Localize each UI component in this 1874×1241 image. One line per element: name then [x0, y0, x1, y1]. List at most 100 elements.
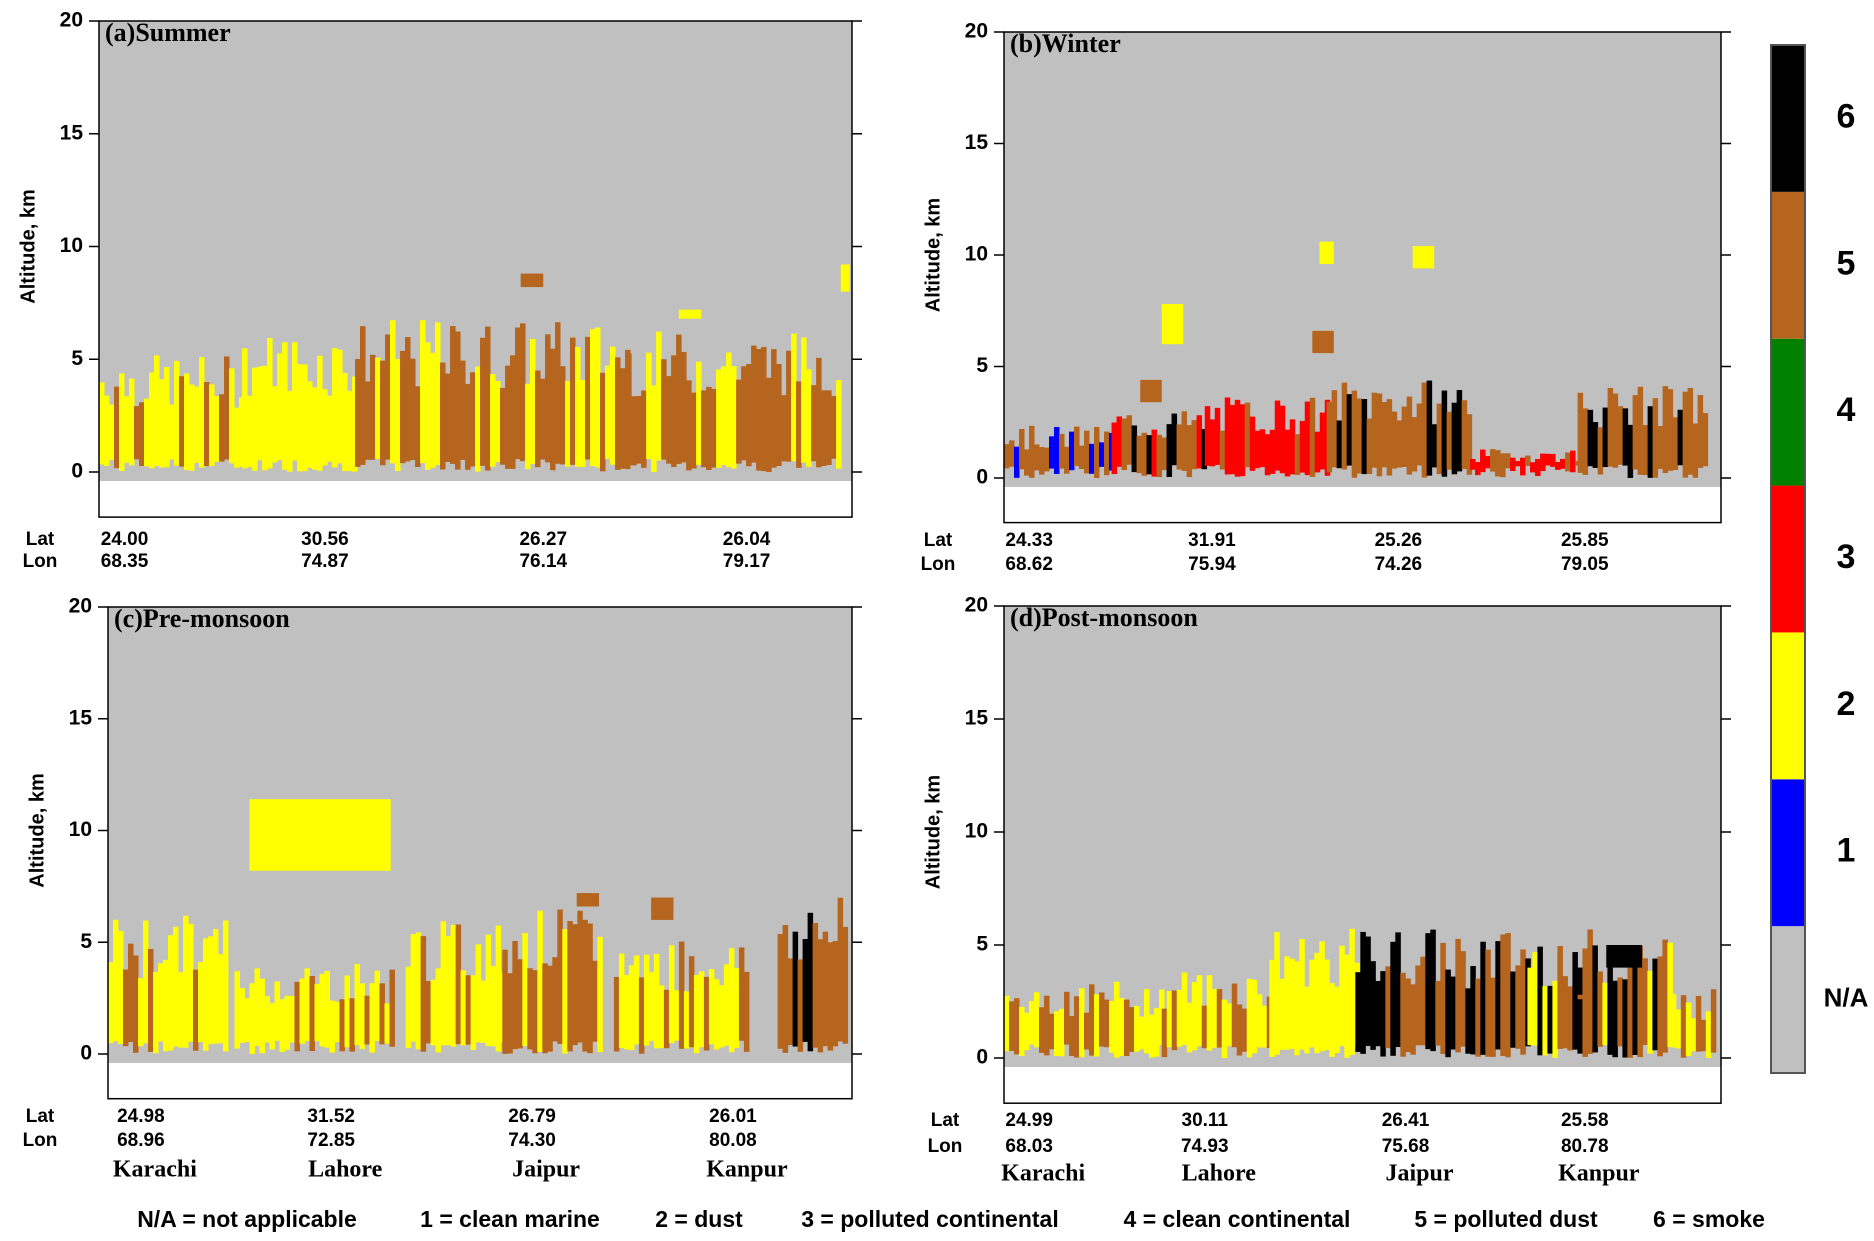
aerosol-patch: [1647, 970, 1653, 1054]
aerosol-patch: [1607, 954, 1613, 1055]
aerosol-patch: [651, 897, 674, 920]
aerosol-patch: [1029, 425, 1035, 478]
aerosol-patch: [485, 326, 491, 471]
aerosol-patch: [1565, 452, 1571, 472]
aerosol-patch: [1341, 382, 1348, 470]
aerosol-patch: [1059, 433, 1065, 469]
aerosol-patch: [836, 380, 842, 469]
panel-title: (a)Summer: [105, 18, 231, 47]
aerosol-patch: [688, 956, 695, 1048]
aerosol-patch: [1166, 424, 1173, 477]
aerosol-patch: [153, 972, 159, 1054]
aerosol-patch: [1239, 404, 1246, 477]
aerosol-patch: [797, 959, 804, 1052]
aerosol-patch: [1617, 977, 1623, 1047]
aerosol-patch: [1079, 445, 1085, 469]
y-tick-label: 10: [69, 818, 92, 841]
aerosol-patch: [475, 944, 482, 1043]
aerosol-patch: [198, 961, 204, 1043]
aerosol-patch: [1555, 462, 1561, 470]
aerosol-patch: [1667, 942, 1673, 1048]
aerosol-patch: [1542, 986, 1548, 1056]
aerosol-patch: [1299, 939, 1305, 1050]
aerosol-patch: [1682, 391, 1689, 478]
aerosol-patch: [595, 327, 601, 468]
aerosol-patch: [1495, 941, 1501, 1050]
legend-item: 3 = polluted continental: [801, 1206, 1059, 1232]
aerosol-patch: [1485, 456, 1491, 469]
aerosol-patch: [532, 970, 538, 1054]
aerosol-patch: [1386, 399, 1393, 476]
aerosol-patch: [495, 380, 501, 463]
aerosol-patch: [143, 920, 149, 1044]
aerosol-patch: [332, 348, 338, 468]
aerosol-patch: [1069, 431, 1075, 471]
aerosol-patch: [527, 968, 533, 1050]
aerosol-patch: [658, 985, 665, 1049]
aerosol-patch: [1221, 999, 1228, 1058]
aerosol-patch: [445, 935, 452, 1046]
aerosol-patch: [535, 370, 541, 468]
aerosol-patch: [1520, 457, 1526, 476]
aerosol-patch: [154, 355, 160, 466]
aerosol-patch: [686, 380, 692, 471]
lon-value: 68.35: [101, 551, 149, 572]
y-axis-label: Altitude, km: [26, 773, 48, 887]
aerosol-patch: [1657, 426, 1664, 470]
aerosol-patch: [520, 323, 526, 462]
aerosol-patch: [1657, 956, 1663, 1057]
aerosol-patch: [1144, 989, 1150, 1054]
lon-value: 79.05: [1561, 554, 1609, 575]
aerosol-patch: [661, 359, 667, 460]
aerosol-patch: [1319, 412, 1326, 470]
aerosol-patch: [1104, 431, 1110, 476]
aerosol-patch: [264, 996, 270, 1043]
aerosol-patch: [633, 955, 640, 1045]
lon-value: 75.68: [1382, 1136, 1430, 1157]
aerosol-patch: [410, 934, 417, 1042]
aerosol-patch: [1064, 446, 1070, 474]
aerosol-patch: [1702, 413, 1709, 467]
aerosol-patch: [352, 376, 358, 472]
aerosol-patch: [1675, 1009, 1682, 1049]
lat-value: 26.79: [508, 1106, 556, 1127]
aerosol-patch: [1284, 429, 1291, 477]
aerosol-patch: [1084, 430, 1090, 474]
aerosol-patch: [590, 329, 596, 467]
aerosol-patch: [668, 945, 675, 1044]
aerosol-patch: [339, 999, 345, 1052]
aerosol-patch: [1510, 457, 1516, 472]
aerosol-patch: [1319, 941, 1325, 1052]
plot-frame: [1003, 31, 1722, 524]
aerosol-patch: [1510, 971, 1516, 1048]
aerosol-patch: [711, 388, 717, 468]
y-tick-label: 20: [60, 9, 83, 32]
aerosol-patch: [1104, 999, 1110, 1048]
colorbar-label: 6: [1837, 97, 1856, 135]
aerosol-patch: [1074, 426, 1080, 467]
aerosol-patch: [1552, 980, 1558, 1058]
aerosol-patch: [1431, 424, 1438, 468]
lon-value: 68.96: [117, 1130, 165, 1151]
aerosol-patch: [1370, 961, 1376, 1050]
aerosol-patch: [731, 366, 737, 469]
aerosol-patch: [756, 348, 762, 471]
aerosol-patch: [791, 333, 797, 462]
aerosol-patch: [1279, 405, 1286, 474]
aerosol-patch: [1381, 401, 1388, 468]
aerosol-patch: [379, 983, 385, 1045]
aerosol-patch: [832, 941, 839, 1047]
aerosol-patch: [1111, 422, 1118, 475]
aerosol-patch: [193, 969, 199, 1051]
lon-value: 68.62: [1005, 554, 1053, 575]
aerosol-patch: [445, 373, 451, 462]
aerosol-patch: [1356, 398, 1363, 474]
lon-value: 79.17: [723, 551, 771, 572]
aerosol-patch: [1161, 304, 1184, 345]
city-name: Kanpur: [706, 1157, 788, 1183]
aerosol-patch: [139, 402, 145, 466]
aerosol-patch: [294, 981, 300, 1052]
aerosol-patch: [1294, 434, 1301, 475]
aerosol-patch: [254, 968, 260, 1047]
aerosol-patch: [1094, 427, 1100, 478]
